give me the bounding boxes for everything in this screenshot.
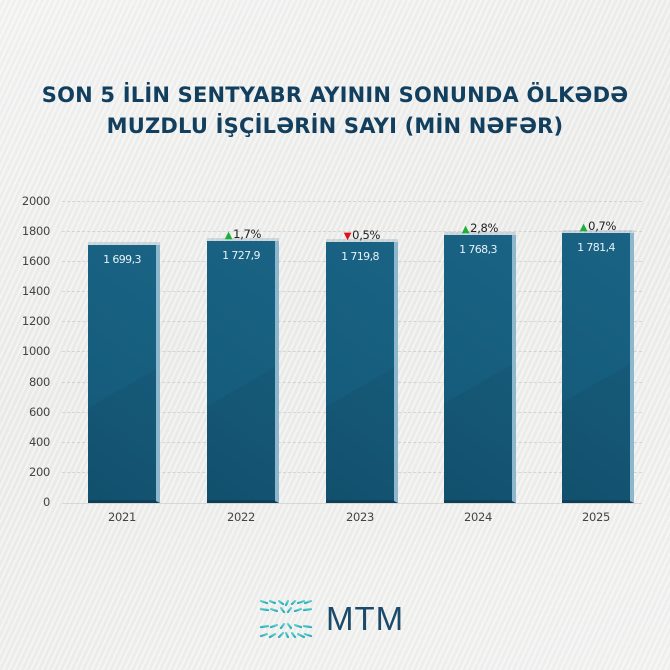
triangle-up-icon: ▲ <box>461 224 470 235</box>
bar-2024: 1 768,3 <box>444 232 516 503</box>
change-annotation-2022: ▲1,7% <box>198 227 288 241</box>
chart-title: SON 5 İLİN SENTYABR AYININ SONUNDA ÖLKƏD… <box>0 80 670 142</box>
triangle-up-icon: ▲ <box>224 230 233 241</box>
y-tick: 1400 <box>21 284 50 298</box>
y-tick: 1600 <box>21 254 50 268</box>
bar-2025: 1 781,4 <box>562 230 634 503</box>
y-tick: 600 <box>28 405 50 419</box>
y-tick: 200 <box>28 465 50 479</box>
change-annotation-2024: ▲2,8% <box>435 221 525 235</box>
change-value: 0,5% <box>352 228 381 242</box>
change-annotation-2025: ▲0,7% <box>553 219 643 233</box>
change-value: 1,7% <box>233 227 262 241</box>
bar-2021: 1 699,3 <box>88 242 160 503</box>
title-line-2: MUZDLU İŞÇİLƏRİN SAYI (MİN NƏFƏR) <box>106 114 564 138</box>
gridline <box>62 201 642 202</box>
y-tick: 1800 <box>21 224 50 238</box>
y-tick: 800 <box>28 375 50 389</box>
bar-value-label: 1 781,4 <box>577 241 615 254</box>
bar-top-edge <box>444 232 516 235</box>
triangle-up-icon: ▲ <box>579 222 588 233</box>
mtm-logo: MTM <box>258 598 404 640</box>
bar-2023: 1 719,8 <box>326 239 398 503</box>
change-annotation-2023: ▼0,5% <box>317 228 407 242</box>
mtm-logo-mark-icon <box>259 599 313 639</box>
bar-top-edge <box>326 239 398 242</box>
bar-value-label: 1 727,9 <box>222 249 260 262</box>
y-tick: 1200 <box>21 314 50 328</box>
bar-top-edge <box>207 238 279 241</box>
y-tick: 0 <box>42 495 50 509</box>
x-axis-baseline <box>62 503 642 504</box>
y-tick: 2000 <box>21 194 50 208</box>
change-value: 2,8% <box>470 221 499 235</box>
triangle-down-icon: ▼ <box>343 231 352 242</box>
change-value: 0,7% <box>588 219 617 233</box>
bar-value-label: 1 768,3 <box>459 243 497 256</box>
x-tick: 2023 <box>345 510 375 524</box>
x-tick: 2025 <box>581 510 611 524</box>
title-line-1: SON 5 İLİN SENTYABR AYININ SONUNDA ÖLKƏD… <box>41 83 629 107</box>
x-tick: 2022 <box>226 510 256 524</box>
y-tick: 1000 <box>21 344 50 358</box>
bar-top-edge <box>88 242 160 245</box>
bar-2022: 1 727,9 <box>207 238 279 503</box>
x-tick: 2024 <box>463 510 493 524</box>
logo-text: MTM <box>326 600 405 637</box>
y-tick: 400 <box>28 435 50 449</box>
bar-value-label: 1 699,3 <box>103 253 141 266</box>
x-tick: 2021 <box>107 510 137 524</box>
gridline <box>62 231 642 232</box>
bar-top-edge <box>562 230 634 233</box>
bar-value-label: 1 719,8 <box>341 250 379 263</box>
